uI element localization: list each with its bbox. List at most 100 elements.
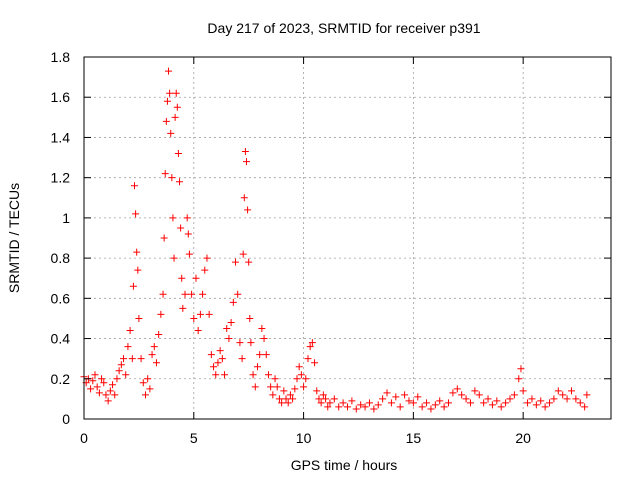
data-point — [238, 355, 246, 363]
y-tick-label: 1.4 — [51, 129, 71, 145]
data-point — [267, 383, 275, 391]
data-point — [348, 397, 356, 405]
data-point — [106, 387, 114, 395]
data-point — [563, 395, 571, 403]
data-point — [480, 399, 488, 407]
data-point — [308, 339, 316, 347]
x-tick-label: 15 — [406, 430, 422, 446]
data-point — [414, 393, 422, 401]
data-point — [445, 399, 453, 407]
data-point — [493, 397, 501, 405]
data-point — [174, 150, 182, 158]
data-point — [383, 389, 391, 397]
data-point — [181, 290, 189, 298]
data-point — [131, 182, 139, 190]
data-point — [132, 210, 140, 218]
data-point — [190, 314, 198, 322]
data-point — [269, 391, 277, 399]
data-point — [401, 391, 409, 399]
data-point — [109, 381, 117, 389]
data-point — [177, 224, 185, 232]
y-tick-label: 0.4 — [51, 331, 71, 347]
data-point — [361, 403, 369, 411]
data-point — [559, 391, 567, 399]
data-point — [192, 274, 200, 282]
data-point — [128, 355, 136, 363]
data-point — [133, 248, 141, 256]
axis-ticks — [83, 56, 611, 420]
data-point — [214, 359, 222, 367]
data-point — [581, 403, 589, 411]
data-point — [302, 375, 310, 383]
data-point — [104, 397, 112, 405]
data-point — [462, 395, 470, 403]
data-point — [150, 343, 158, 351]
data-point — [170, 254, 178, 262]
data-point — [173, 103, 181, 111]
data-point — [431, 401, 439, 409]
data-point — [236, 339, 244, 347]
data-point — [330, 395, 338, 403]
data-point — [239, 250, 247, 258]
data-point — [247, 339, 255, 347]
data-point — [172, 89, 180, 97]
data-point — [234, 290, 242, 298]
data-point — [519, 387, 527, 395]
data-point — [458, 391, 466, 399]
data-point — [546, 399, 554, 407]
data-point — [289, 395, 297, 403]
data-point — [418, 403, 426, 411]
data-point — [184, 230, 192, 238]
data-point — [502, 399, 510, 407]
data-point — [227, 318, 235, 326]
data-point — [169, 214, 177, 222]
data-point — [152, 359, 160, 367]
data-point — [572, 395, 580, 403]
data-point — [262, 351, 270, 359]
data-point — [196, 310, 204, 318]
data-point — [183, 214, 191, 222]
y-axis-title: SRMTID / TECUs — [6, 183, 22, 293]
data-point — [537, 397, 545, 405]
data-point — [144, 375, 152, 383]
data-point — [188, 290, 196, 298]
y-tick-labels: 0 0.2 0.4 0.6 0.8 1 1.2 1.4 1.6 1.8 — [51, 49, 71, 427]
data-point — [178, 274, 186, 282]
data-point — [141, 391, 149, 399]
data-point — [326, 399, 334, 407]
x-tick-label: 5 — [190, 430, 198, 446]
data-point — [163, 97, 171, 105]
data-point — [297, 371, 305, 379]
data-point — [115, 367, 123, 375]
data-point — [160, 234, 168, 242]
data-series — [80, 67, 591, 413]
data-point — [528, 395, 536, 403]
data-point — [240, 194, 248, 202]
data-point — [344, 403, 351, 411]
data-point — [129, 282, 137, 290]
data-point — [370, 405, 378, 413]
data-point — [475, 391, 483, 399]
data-point — [550, 395, 558, 403]
data-point — [324, 403, 332, 411]
data-point — [241, 148, 249, 156]
x-tick-labels: 0 5 10 15 20 — [80, 430, 531, 446]
data-point — [100, 379, 108, 387]
data-point — [205, 310, 213, 318]
data-point — [357, 401, 365, 409]
data-point — [93, 383, 101, 391]
x-tick-label: 0 — [80, 430, 88, 446]
data-point — [317, 399, 325, 407]
data-point — [295, 363, 303, 371]
data-point — [126, 327, 134, 335]
data-point — [339, 399, 347, 407]
grid — [84, 57, 611, 419]
data-point — [212, 371, 220, 379]
data-point — [232, 258, 240, 266]
data-point — [517, 365, 525, 373]
data-point — [102, 391, 110, 399]
data-point — [167, 129, 175, 137]
data-point — [315, 395, 323, 403]
data-point — [98, 375, 106, 383]
